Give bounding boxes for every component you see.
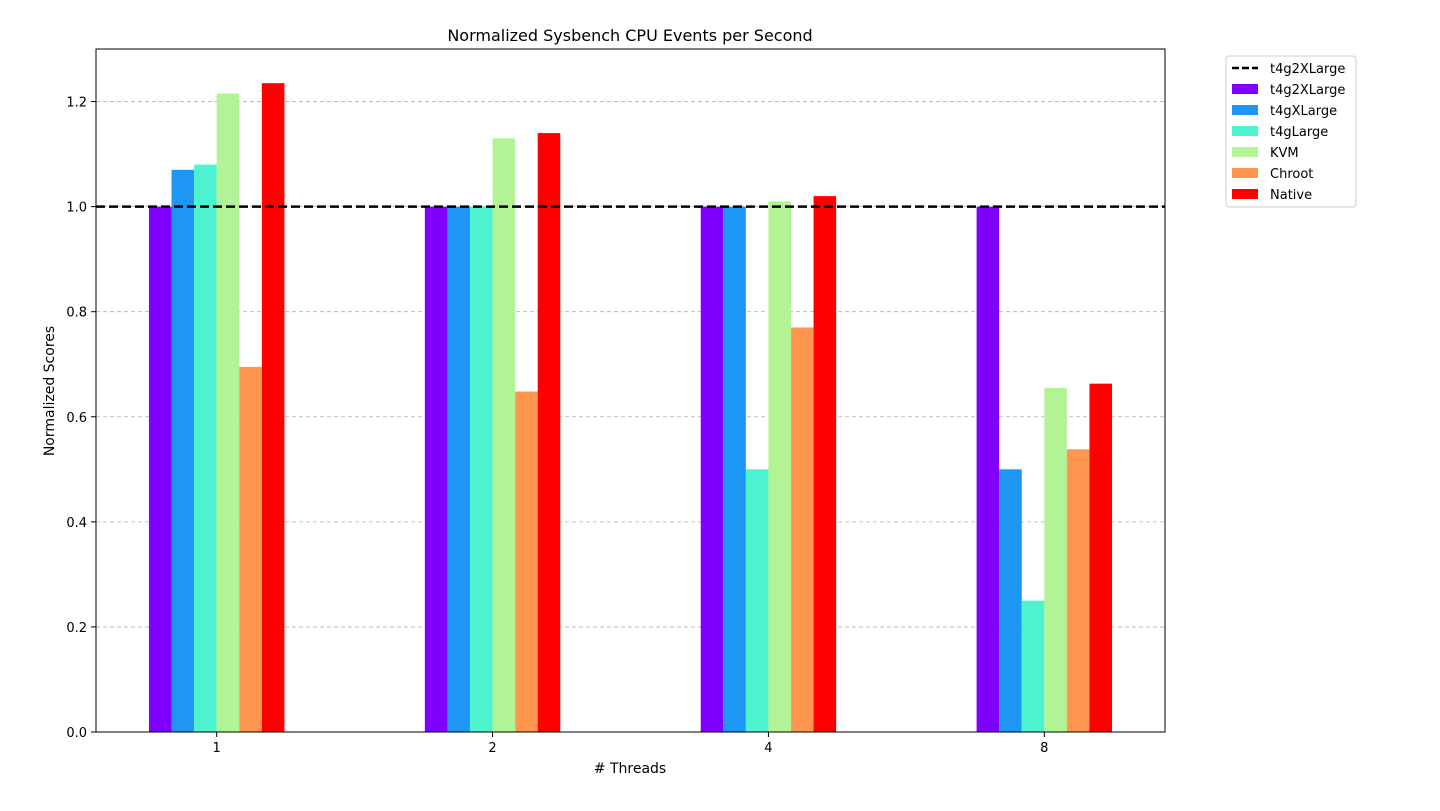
bar: [216, 93, 240, 732]
y-axis: 0.0 0.2 0.4 0.6 0.8 1.0 1.2: [66, 96, 96, 741]
bar: [768, 201, 792, 732]
legend-label: Native: [1270, 188, 1312, 203]
bar: [745, 469, 769, 732]
legend-frame: [1225, 55, 1357, 208]
y-axis-label: Normalized Scores: [42, 326, 58, 456]
bar: [813, 196, 837, 733]
bar: [171, 169, 195, 733]
bar: [469, 206, 493, 733]
y-tick-label: 1.0: [66, 201, 87, 216]
bar: [447, 206, 470, 733]
x-tick-label: 8: [1040, 741, 1048, 756]
bar: [999, 469, 1022, 732]
bar: [700, 206, 724, 733]
bar: [723, 206, 746, 733]
legend-swatch: [1232, 84, 1258, 94]
bar: [1089, 383, 1113, 732]
bar: [1021, 600, 1045, 732]
x-tick-label: 4: [764, 741, 772, 756]
chart-title: Normalized Sysbench CPU Events per Secon…: [447, 26, 812, 45]
legend-swatch: [1232, 147, 1258, 157]
legend-swatch: [1232, 126, 1258, 136]
x-axis: 1 2 4 8: [213, 732, 1048, 756]
legend-swatch: [1232, 189, 1258, 199]
bar: [791, 327, 814, 732]
bar: [515, 391, 538, 732]
legend-swatch: [1232, 105, 1258, 115]
x-tick-label: 1: [213, 741, 221, 756]
bar: [148, 206, 172, 733]
bar: [1044, 387, 1067, 732]
legend-label: t4gXLarge: [1270, 104, 1337, 119]
y-tick-label: 0.0: [66, 726, 87, 741]
x-axis-label: # Threads: [594, 761, 666, 777]
y-tick-label: 1.2: [66, 96, 87, 111]
legend-swatch: [1232, 168, 1258, 178]
legend-label: Chroot: [1270, 167, 1313, 182]
bar: [194, 164, 217, 733]
plot-area-frame: [95, 48, 1166, 733]
legend-label: t4g2XLarge: [1270, 62, 1345, 77]
bar: [976, 206, 1000, 733]
y-tick-label: 0.4: [66, 516, 87, 531]
y-tick-label: 0.6: [66, 411, 87, 426]
bar: [492, 138, 516, 733]
legend-label: KVM: [1270, 146, 1299, 161]
legend-label: t4g2XLarge: [1270, 83, 1345, 98]
bar: [1066, 449, 1090, 732]
legend: t4g2XLarge t4g2XLarge t4gXLarge t4gLarge KVM…: [1225, 55, 1357, 208]
bars: [148, 83, 1113, 733]
y-tick-label: 0.8: [66, 306, 87, 321]
bar: [239, 366, 262, 732]
legend-label: t4gLarge: [1270, 125, 1328, 140]
y-tick-label: 0.2: [66, 621, 87, 636]
bar: [261, 83, 285, 732]
x-tick-label: 2: [488, 741, 496, 756]
bar: [537, 133, 561, 733]
bar: [424, 206, 448, 733]
